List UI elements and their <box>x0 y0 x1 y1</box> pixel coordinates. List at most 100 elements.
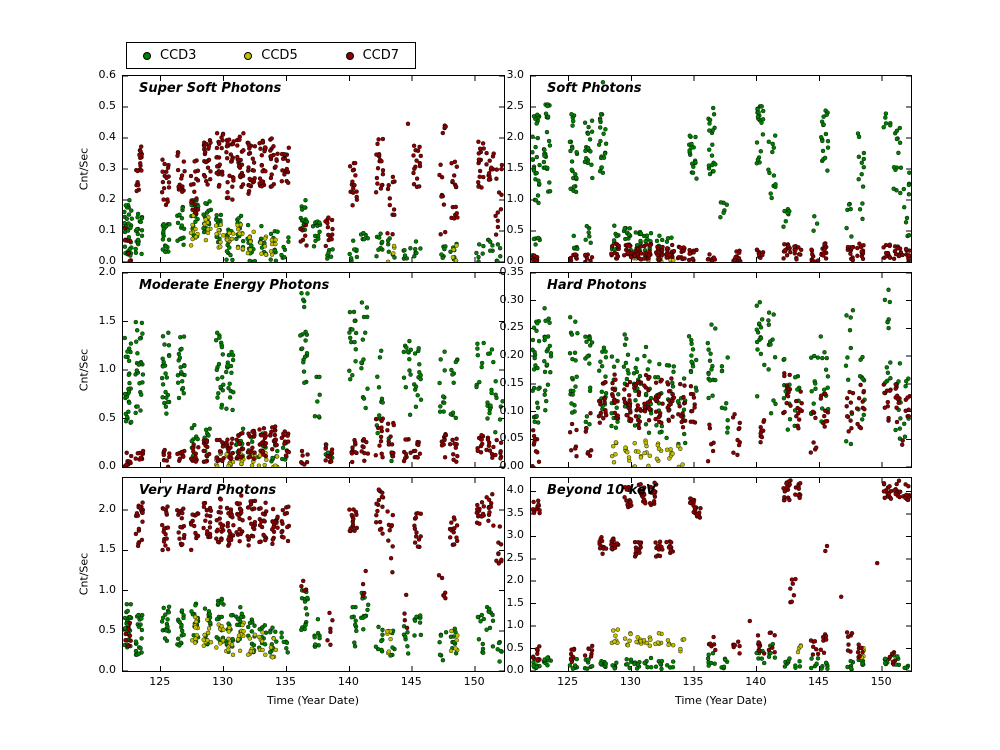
data-point-ccd3 <box>376 624 381 630</box>
data-point-ccd3 <box>645 664 650 670</box>
data-point-ccd3 <box>225 363 230 368</box>
data-point-ccd7 <box>794 413 799 419</box>
data-point-ccd3 <box>758 325 764 330</box>
data-point-ccd3 <box>412 254 417 259</box>
data-point-ccd7 <box>274 157 279 162</box>
data-point-ccd3 <box>706 395 711 401</box>
data-point-ccd3 <box>795 387 800 392</box>
data-point-ccd7 <box>214 170 219 176</box>
data-point-ccd7 <box>792 251 797 256</box>
data-point-ccd7 <box>894 419 900 425</box>
data-point-ccd7 <box>633 552 639 557</box>
data-point-ccd3 <box>622 226 628 231</box>
plot-title: Moderate Energy Photons <box>139 278 330 293</box>
data-point-ccd3 <box>638 231 644 236</box>
data-point-ccd3 <box>825 138 831 144</box>
data-point-ccd7 <box>450 178 455 184</box>
data-point-ccd7 <box>732 258 737 262</box>
data-point-ccd7 <box>626 393 632 398</box>
data-point-ccd5 <box>648 637 653 642</box>
data-point-ccd3 <box>638 238 643 244</box>
data-point-ccd3 <box>891 165 897 170</box>
data-point-ccd5 <box>205 227 211 232</box>
data-point-ccd7 <box>692 405 697 410</box>
data-point-ccd5 <box>249 463 255 467</box>
data-point-ccd7 <box>442 455 448 460</box>
data-point-ccd7 <box>657 410 663 416</box>
data-point-ccd3 <box>723 657 728 663</box>
data-point-ccd7 <box>270 519 276 525</box>
data-point-ccd3 <box>175 220 181 226</box>
data-point-ccd3 <box>299 346 305 351</box>
data-point-ccd7 <box>247 516 252 521</box>
data-point-ccd7 <box>160 157 165 162</box>
data-point-ccd5 <box>235 637 241 642</box>
data-point-ccd3 <box>531 157 535 162</box>
data-point-ccd3 <box>582 159 588 165</box>
data-point-ccd3 <box>441 394 446 399</box>
data-point-ccd7 <box>494 176 499 181</box>
data-point-ccd7 <box>402 617 407 623</box>
data-point-ccd7 <box>350 168 356 173</box>
data-point-ccd3 <box>484 627 489 632</box>
data-point-ccd7 <box>850 245 855 250</box>
data-point-ccd7 <box>653 416 658 422</box>
data-point-ccd3 <box>219 600 224 605</box>
data-point-ccd3 <box>498 648 503 654</box>
data-point-ccd3 <box>883 115 888 120</box>
data-point-ccd3 <box>161 229 166 235</box>
data-point-ccd3 <box>706 652 711 657</box>
data-point-ccd7 <box>379 418 384 424</box>
data-point-ccd3 <box>353 618 358 624</box>
data-point-ccd3 <box>713 162 718 167</box>
data-point-ccd7 <box>667 253 672 258</box>
data-point-ccd3 <box>545 655 550 660</box>
data-point-ccd7 <box>203 159 209 165</box>
data-point-ccd7 <box>692 506 698 511</box>
data-point-ccd7 <box>205 182 210 187</box>
data-point-ccd7 <box>405 121 411 126</box>
data-point-ccd7 <box>450 437 455 443</box>
legend-label-ccd7: CCD7 <box>362 48 399 63</box>
data-point-ccd3 <box>710 393 715 398</box>
data-point-ccd7 <box>451 530 456 535</box>
data-point-ccd7 <box>478 450 484 455</box>
data-point-ccd3 <box>542 369 548 375</box>
data-point-ccd7 <box>694 512 699 517</box>
data-point-ccd7 <box>493 452 498 458</box>
data-point-ccd3 <box>542 388 548 393</box>
data-point-ccd5 <box>644 640 650 646</box>
data-point-ccd3 <box>215 395 220 400</box>
data-point-ccd3 <box>127 197 132 203</box>
data-point-ccd7 <box>839 594 844 600</box>
y-tick-label: 0.3 <box>98 161 117 174</box>
data-point-ccd7 <box>657 553 663 559</box>
data-point-ccd7 <box>135 168 140 174</box>
data-point-ccd7 <box>240 182 246 187</box>
data-point-ccd5 <box>678 646 683 652</box>
data-point-ccd5 <box>262 462 267 467</box>
data-point-ccd7 <box>252 144 258 149</box>
data-point-ccd7 <box>413 448 418 454</box>
data-point-ccd7 <box>179 173 185 178</box>
data-point-ccd7 <box>628 418 634 424</box>
data-point-ccd3 <box>572 350 578 356</box>
data-point-ccd7 <box>679 419 684 425</box>
data-point-ccd5 <box>453 646 458 651</box>
data-point-ccd7 <box>411 181 417 187</box>
data-point-ccd7 <box>582 653 588 658</box>
data-point-ccd3 <box>495 259 500 262</box>
data-point-ccd3 <box>545 346 551 352</box>
data-point-ccd7 <box>280 507 286 513</box>
data-point-ccd7 <box>347 164 353 169</box>
data-point-ccd3 <box>123 244 128 249</box>
data-point-ccd7 <box>792 244 797 249</box>
data-point-ccd5 <box>256 634 262 640</box>
data-point-ccd7 <box>125 643 131 649</box>
data-point-ccd3 <box>414 250 419 256</box>
data-point-ccd7 <box>531 464 535 467</box>
data-point-ccd7 <box>688 496 693 501</box>
data-point-ccd7 <box>888 496 894 501</box>
data-point-ccd5 <box>680 462 685 467</box>
data-point-ccd7 <box>190 207 195 213</box>
